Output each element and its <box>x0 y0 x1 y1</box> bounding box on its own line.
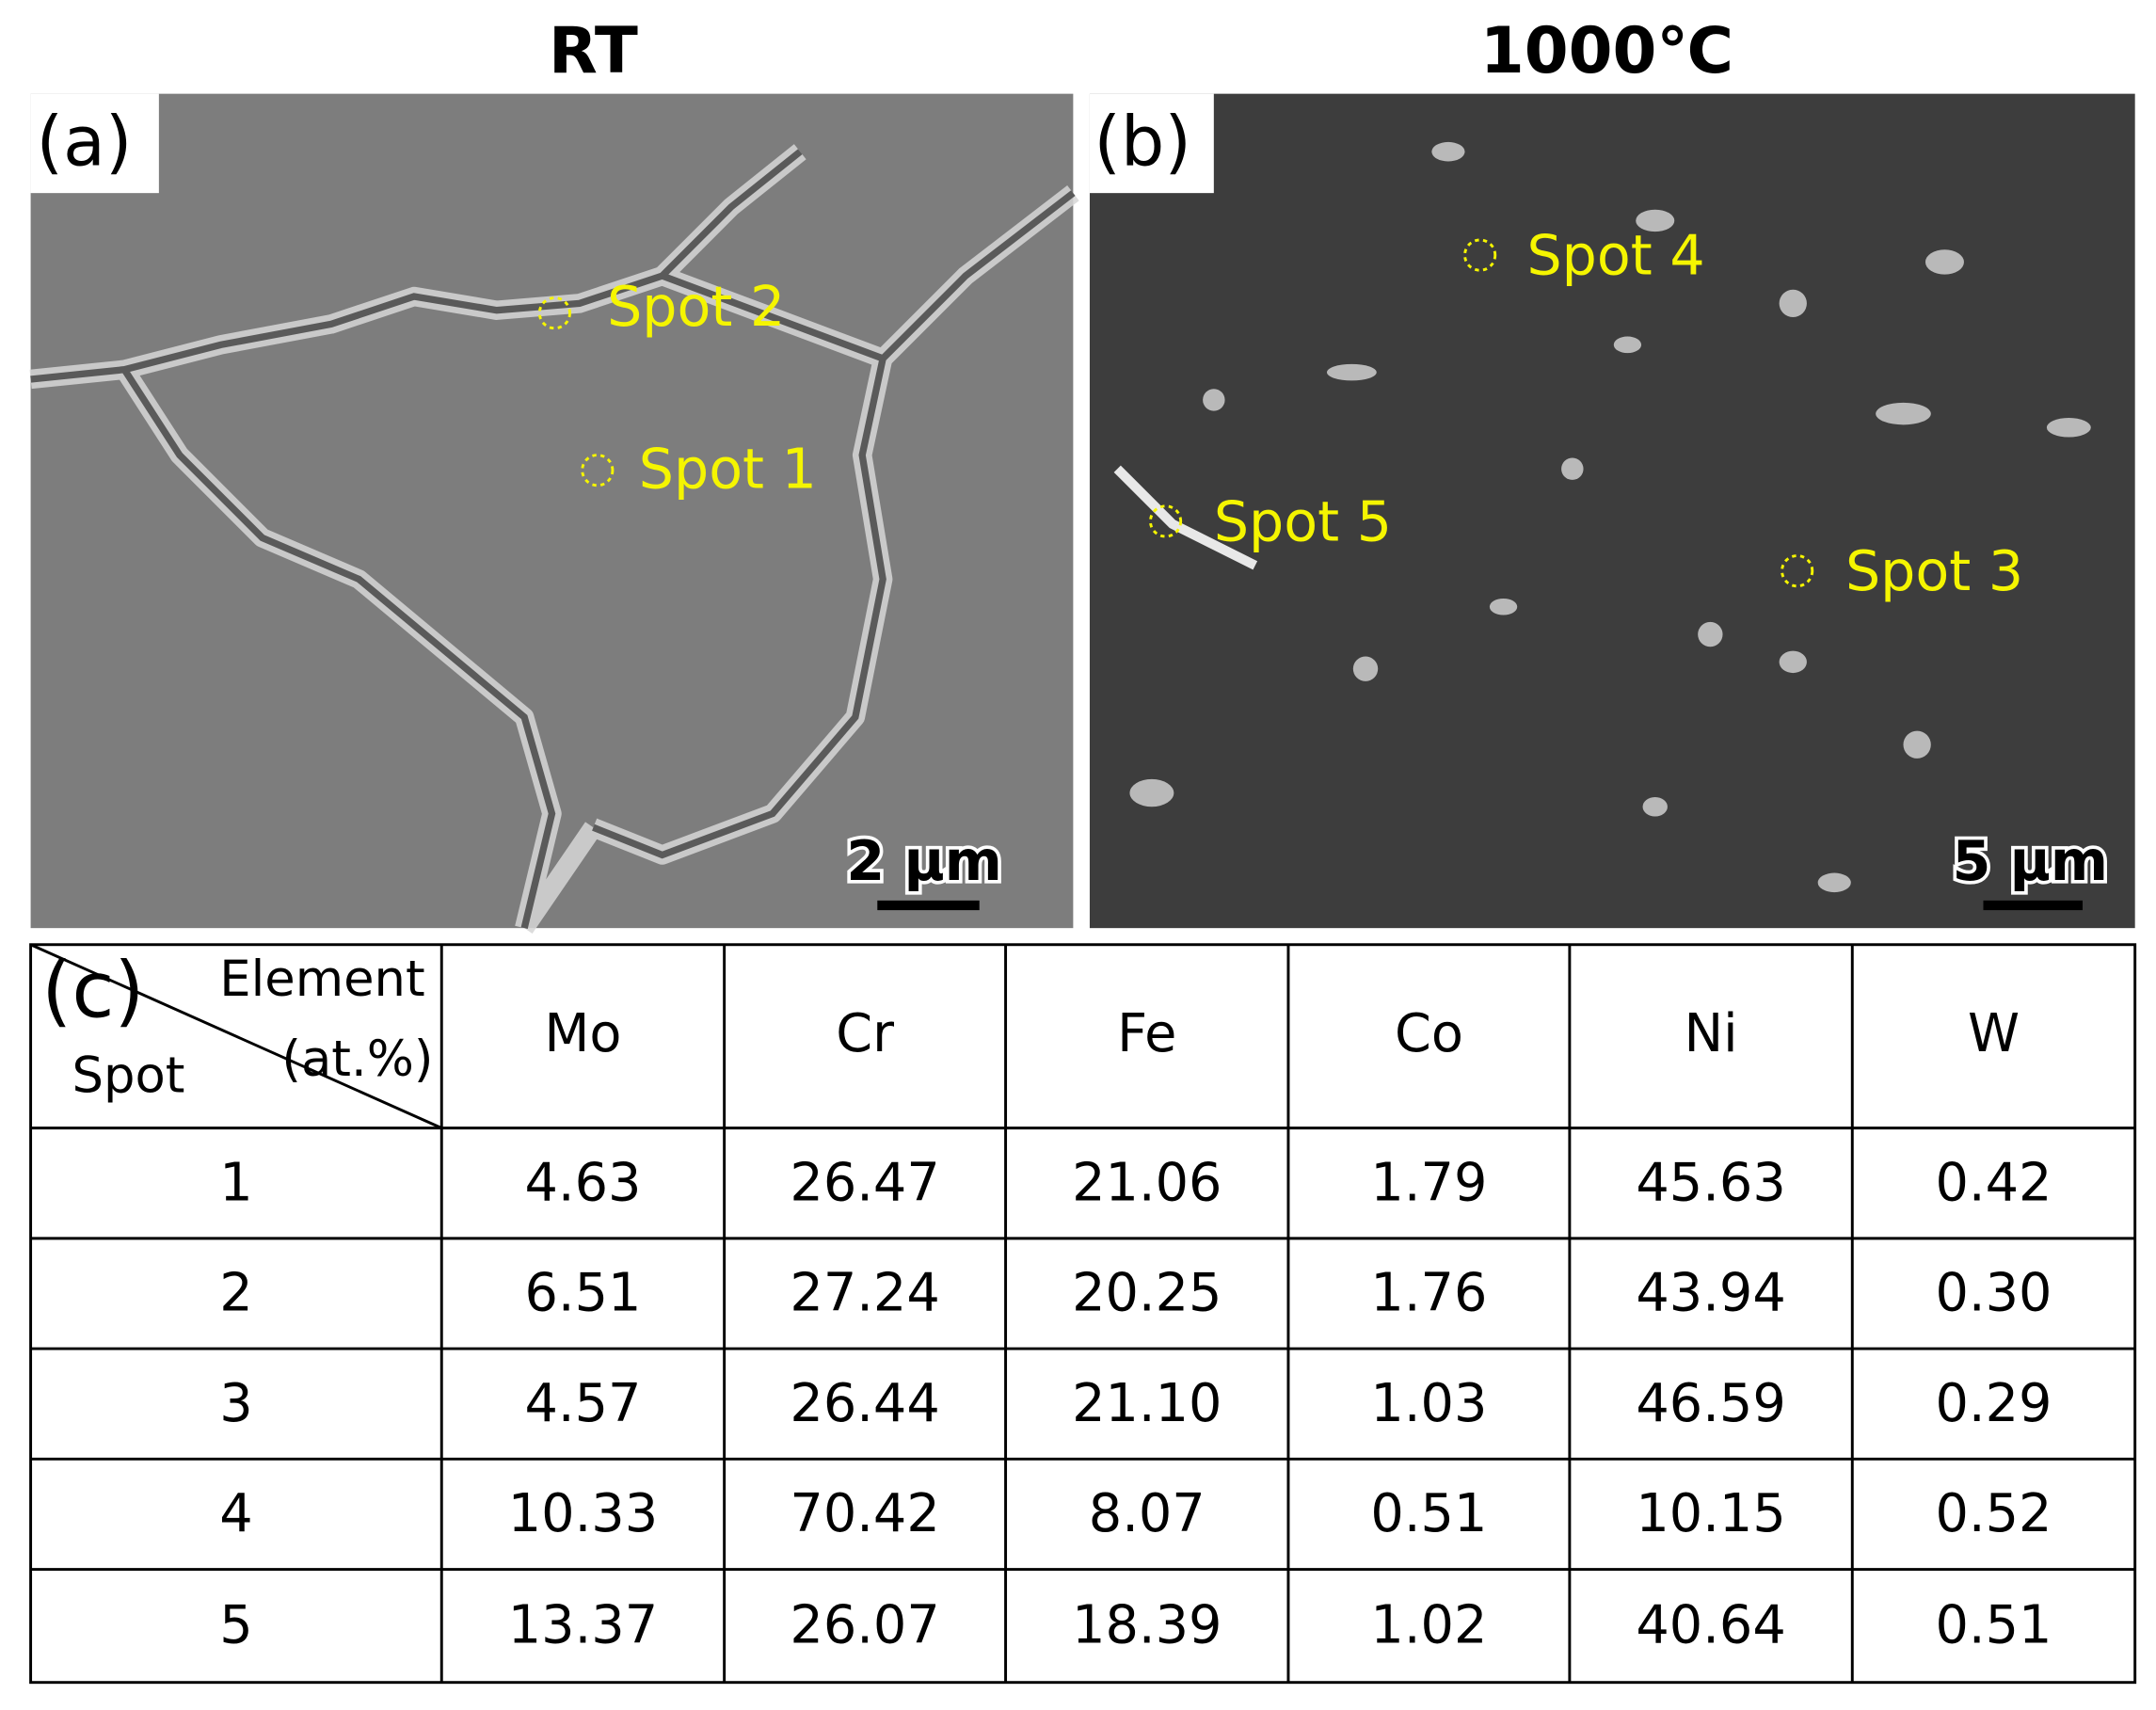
table-cell: 70.42 <box>790 1483 939 1544</box>
row-header: 4 <box>219 1483 252 1544</box>
spot-label: Spot 2 <box>607 275 785 339</box>
table-cell: 4.63 <box>524 1152 641 1213</box>
panel-label: (b) <box>1094 102 1191 182</box>
table-cell: 8.07 <box>1089 1483 1206 1544</box>
column-header: Cr <box>836 1003 894 1064</box>
table-cell: 10.33 <box>508 1483 658 1544</box>
table-cell: 0.29 <box>1935 1373 2052 1434</box>
column-header: Fe <box>1117 1003 1176 1064</box>
table-cell: 45.63 <box>1636 1152 1785 1213</box>
column-header: Mo <box>544 1003 621 1064</box>
table-cell: 26.44 <box>790 1373 939 1434</box>
row-header: 5 <box>219 1595 252 1656</box>
table-cell: 27.24 <box>790 1263 939 1324</box>
spot-label: Spot 5 <box>1214 489 1392 553</box>
table-cell: 1.02 <box>1370 1595 1487 1656</box>
spot-label: Spot 1 <box>639 438 817 502</box>
table: (c) Element (at.%) Spot Mo Cr Fe Co Ni W 1 4.63… <box>29 943 2137 1685</box>
table-cell: 1.03 <box>1370 1373 1487 1434</box>
table-cell: 13.37 <box>508 1595 658 1656</box>
panel-label: (a) <box>36 102 132 182</box>
table-cell: 0.51 <box>1935 1595 2052 1656</box>
column-header: Ni <box>1685 1003 1738 1064</box>
panel-title: RT <box>549 13 638 88</box>
unit-label: (at.%) <box>281 1031 433 1088</box>
table-cell: 26.47 <box>790 1152 939 1213</box>
table-cell: 20.25 <box>1072 1263 1222 1324</box>
spot-marker <box>1781 554 1814 588</box>
table-cell: 1.76 <box>1370 1263 1487 1324</box>
row-header: 3 <box>219 1373 252 1434</box>
row-header: 1 <box>219 1152 252 1213</box>
table-cell: 43.94 <box>1636 1263 1785 1324</box>
spot-label: Spot 4 <box>1526 224 1704 288</box>
sem-image-b <box>1089 93 2135 929</box>
column-header: Element <box>219 951 424 1008</box>
table-cell: 0.52 <box>1935 1483 2052 1544</box>
panel-label: (c) <box>41 946 144 1035</box>
panel-title: 1000℃ <box>1480 13 1733 88</box>
column-header: W <box>1968 1003 2020 1064</box>
table-cell: 0.30 <box>1935 1263 2052 1324</box>
spot-label: Spot 3 <box>1845 539 2023 603</box>
scale-bar <box>1983 900 2083 911</box>
table-cell: 21.10 <box>1072 1373 1222 1434</box>
row-header: 2 <box>219 1263 252 1324</box>
scale-bar <box>877 900 980 911</box>
table-cell: 1.79 <box>1370 1152 1487 1213</box>
table-cell: 40.64 <box>1636 1595 1785 1656</box>
table-cell: 0.42 <box>1935 1152 2052 1213</box>
column-header: Co <box>1395 1003 1463 1064</box>
table-cell: 0.51 <box>1370 1483 1487 1544</box>
table-cell: 21.06 <box>1072 1152 1222 1213</box>
spot-marker <box>1463 238 1497 272</box>
scale-bar-label: 2 μm <box>846 829 1001 893</box>
table-cell: 18.39 <box>1072 1595 1222 1656</box>
row-header: Spot <box>72 1047 185 1105</box>
table-cell: 4.57 <box>524 1373 641 1434</box>
spot-marker <box>581 454 615 487</box>
table-cell: 10.15 <box>1636 1483 1785 1544</box>
spot-marker <box>537 296 571 330</box>
sem-image-a <box>29 93 1079 934</box>
spot-marker <box>1148 504 1183 538</box>
table-cell: 6.51 <box>524 1263 641 1324</box>
table-cell: 26.07 <box>790 1595 939 1656</box>
table-cell: 46.59 <box>1636 1373 1785 1434</box>
scale-bar-label: 5 μm <box>1953 829 2108 893</box>
